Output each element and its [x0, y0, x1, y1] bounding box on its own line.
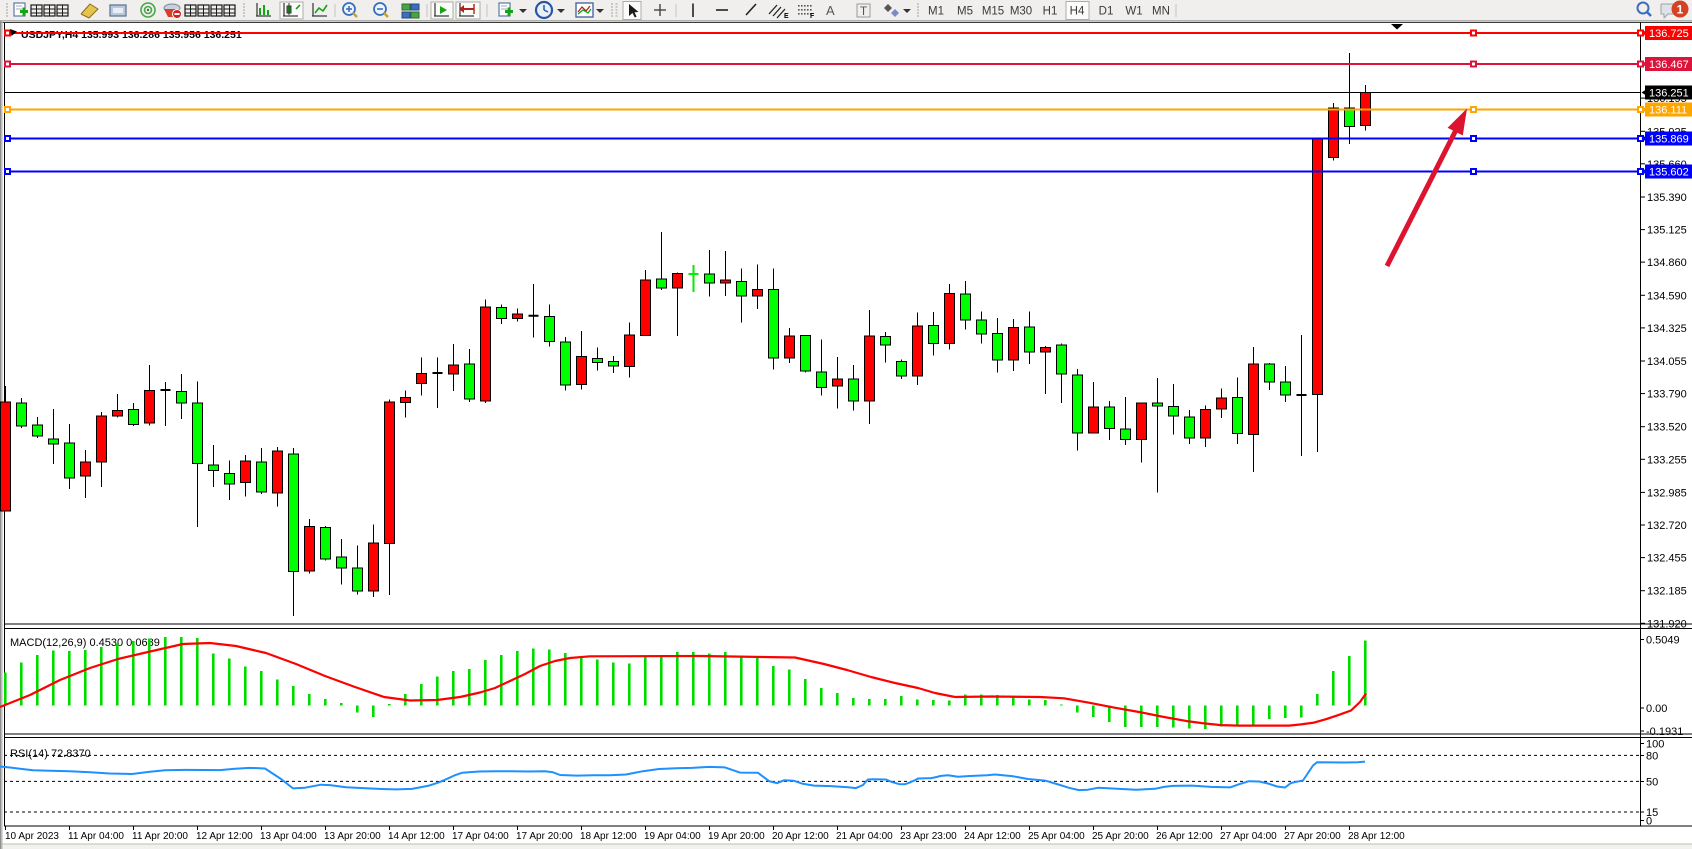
svg-text:14 Apr 12:00: 14 Apr 12:00	[388, 831, 445, 842]
svg-text:F: F	[810, 13, 815, 20]
svg-text:135.602: 135.602	[1649, 167, 1689, 179]
svg-text:H4: H4	[1070, 6, 1085, 18]
svg-text:133.520: 133.520	[1647, 422, 1687, 434]
svg-text:24 Apr 12:00: 24 Apr 12:00	[964, 831, 1021, 842]
svg-text:MACD(12,26,9) 0.4530 0.0689: MACD(12,26,9) 0.4530 0.0689	[10, 637, 160, 649]
svg-text:13 Apr 04:00: 13 Apr 04:00	[260, 831, 317, 842]
svg-text:USDJPY,H4 135.993 136.286 135.: USDJPY,H4 135.993 136.286 135.956 136.25…	[21, 29, 242, 41]
svg-text:19 Apr 20:00: 19 Apr 20:00	[708, 831, 765, 842]
svg-text:132.720: 132.720	[1647, 520, 1687, 532]
svg-text:10 Apr 2023: 10 Apr 2023	[5, 831, 59, 842]
svg-text:M5: M5	[957, 6, 973, 18]
svg-text:134.325: 134.325	[1647, 323, 1687, 335]
svg-text:135.125: 135.125	[1647, 225, 1687, 237]
svg-text:RSI(14) 72.8370: RSI(14) 72.8370	[10, 748, 91, 760]
svg-text:H1: H1	[1043, 6, 1058, 18]
svg-text:26 Apr 12:00: 26 Apr 12:00	[1156, 831, 1213, 842]
svg-text:-0.1931: -0.1931	[1646, 726, 1683, 738]
svg-text:100: 100	[1646, 739, 1664, 751]
svg-text:80: 80	[1646, 751, 1658, 763]
svg-text:131.920: 131.920	[1647, 618, 1687, 630]
svg-text:135.869: 135.869	[1649, 134, 1689, 146]
svg-text:17 Apr 04:00: 17 Apr 04:00	[452, 831, 509, 842]
svg-text:133.255: 133.255	[1647, 454, 1687, 466]
svg-text:0.00: 0.00	[1646, 703, 1667, 715]
svg-text:0.5049: 0.5049	[1646, 635, 1680, 647]
svg-text:27 Apr 20:00: 27 Apr 20:00	[1284, 831, 1341, 842]
svg-text:1: 1	[1677, 3, 1684, 17]
svg-text:136.111: 136.111	[1649, 105, 1687, 117]
svg-text:A: A	[826, 3, 835, 18]
svg-text:18 Apr 12:00: 18 Apr 12:00	[580, 831, 637, 842]
svg-text:W1: W1	[1125, 6, 1142, 18]
svg-text:132.185: 132.185	[1647, 586, 1687, 598]
svg-text:D1: D1	[1099, 6, 1114, 18]
svg-text:21 Apr 04:00: 21 Apr 04:00	[836, 831, 893, 842]
svg-text:T: T	[860, 4, 868, 18]
svg-text:17 Apr 20:00: 17 Apr 20:00	[516, 831, 573, 842]
svg-text:13 Apr 20:00: 13 Apr 20:00	[324, 831, 381, 842]
svg-text:11 Apr 04:00: 11 Apr 04:00	[68, 831, 124, 842]
svg-text:23 Apr 23:00: 23 Apr 23:00	[900, 831, 957, 842]
svg-text:20 Apr 12:00: 20 Apr 12:00	[772, 831, 829, 842]
svg-text:136.467: 136.467	[1649, 59, 1689, 71]
svg-text:25 Apr 20:00: 25 Apr 20:00	[1092, 831, 1149, 842]
svg-text:19 Apr 04:00: 19 Apr 04:00	[644, 831, 701, 842]
svg-text:132.985: 132.985	[1647, 487, 1687, 499]
svg-text:132.455: 132.455	[1647, 553, 1687, 565]
svg-text:MN: MN	[1152, 6, 1170, 18]
svg-text:135.390: 135.390	[1647, 192, 1687, 204]
svg-text:134.590: 134.590	[1647, 290, 1687, 302]
svg-text:0: 0	[1646, 816, 1652, 828]
svg-text:134.860: 134.860	[1647, 257, 1687, 269]
svg-text:M30: M30	[1010, 6, 1032, 18]
svg-text:50: 50	[1646, 777, 1658, 789]
svg-text:25 Apr 04:00: 25 Apr 04:00	[1028, 831, 1085, 842]
svg-text:27 Apr 04:00: 27 Apr 04:00	[1220, 831, 1277, 842]
svg-text:136.725: 136.725	[1649, 28, 1689, 40]
svg-text:134.055: 134.055	[1647, 356, 1687, 368]
svg-text:12 Apr 12:00: 12 Apr 12:00	[196, 831, 253, 842]
svg-text:28 Apr 12:00: 28 Apr 12:00	[1348, 831, 1405, 842]
svg-text:136.251: 136.251	[1649, 88, 1689, 100]
svg-text:M1: M1	[928, 6, 944, 18]
svg-text:11 Apr 20:00: 11 Apr 20:00	[132, 831, 188, 842]
svg-text:15: 15	[1646, 807, 1658, 819]
svg-text:M15: M15	[982, 6, 1004, 18]
svg-text:133.790: 133.790	[1647, 389, 1687, 401]
svg-text:E: E	[784, 13, 789, 20]
